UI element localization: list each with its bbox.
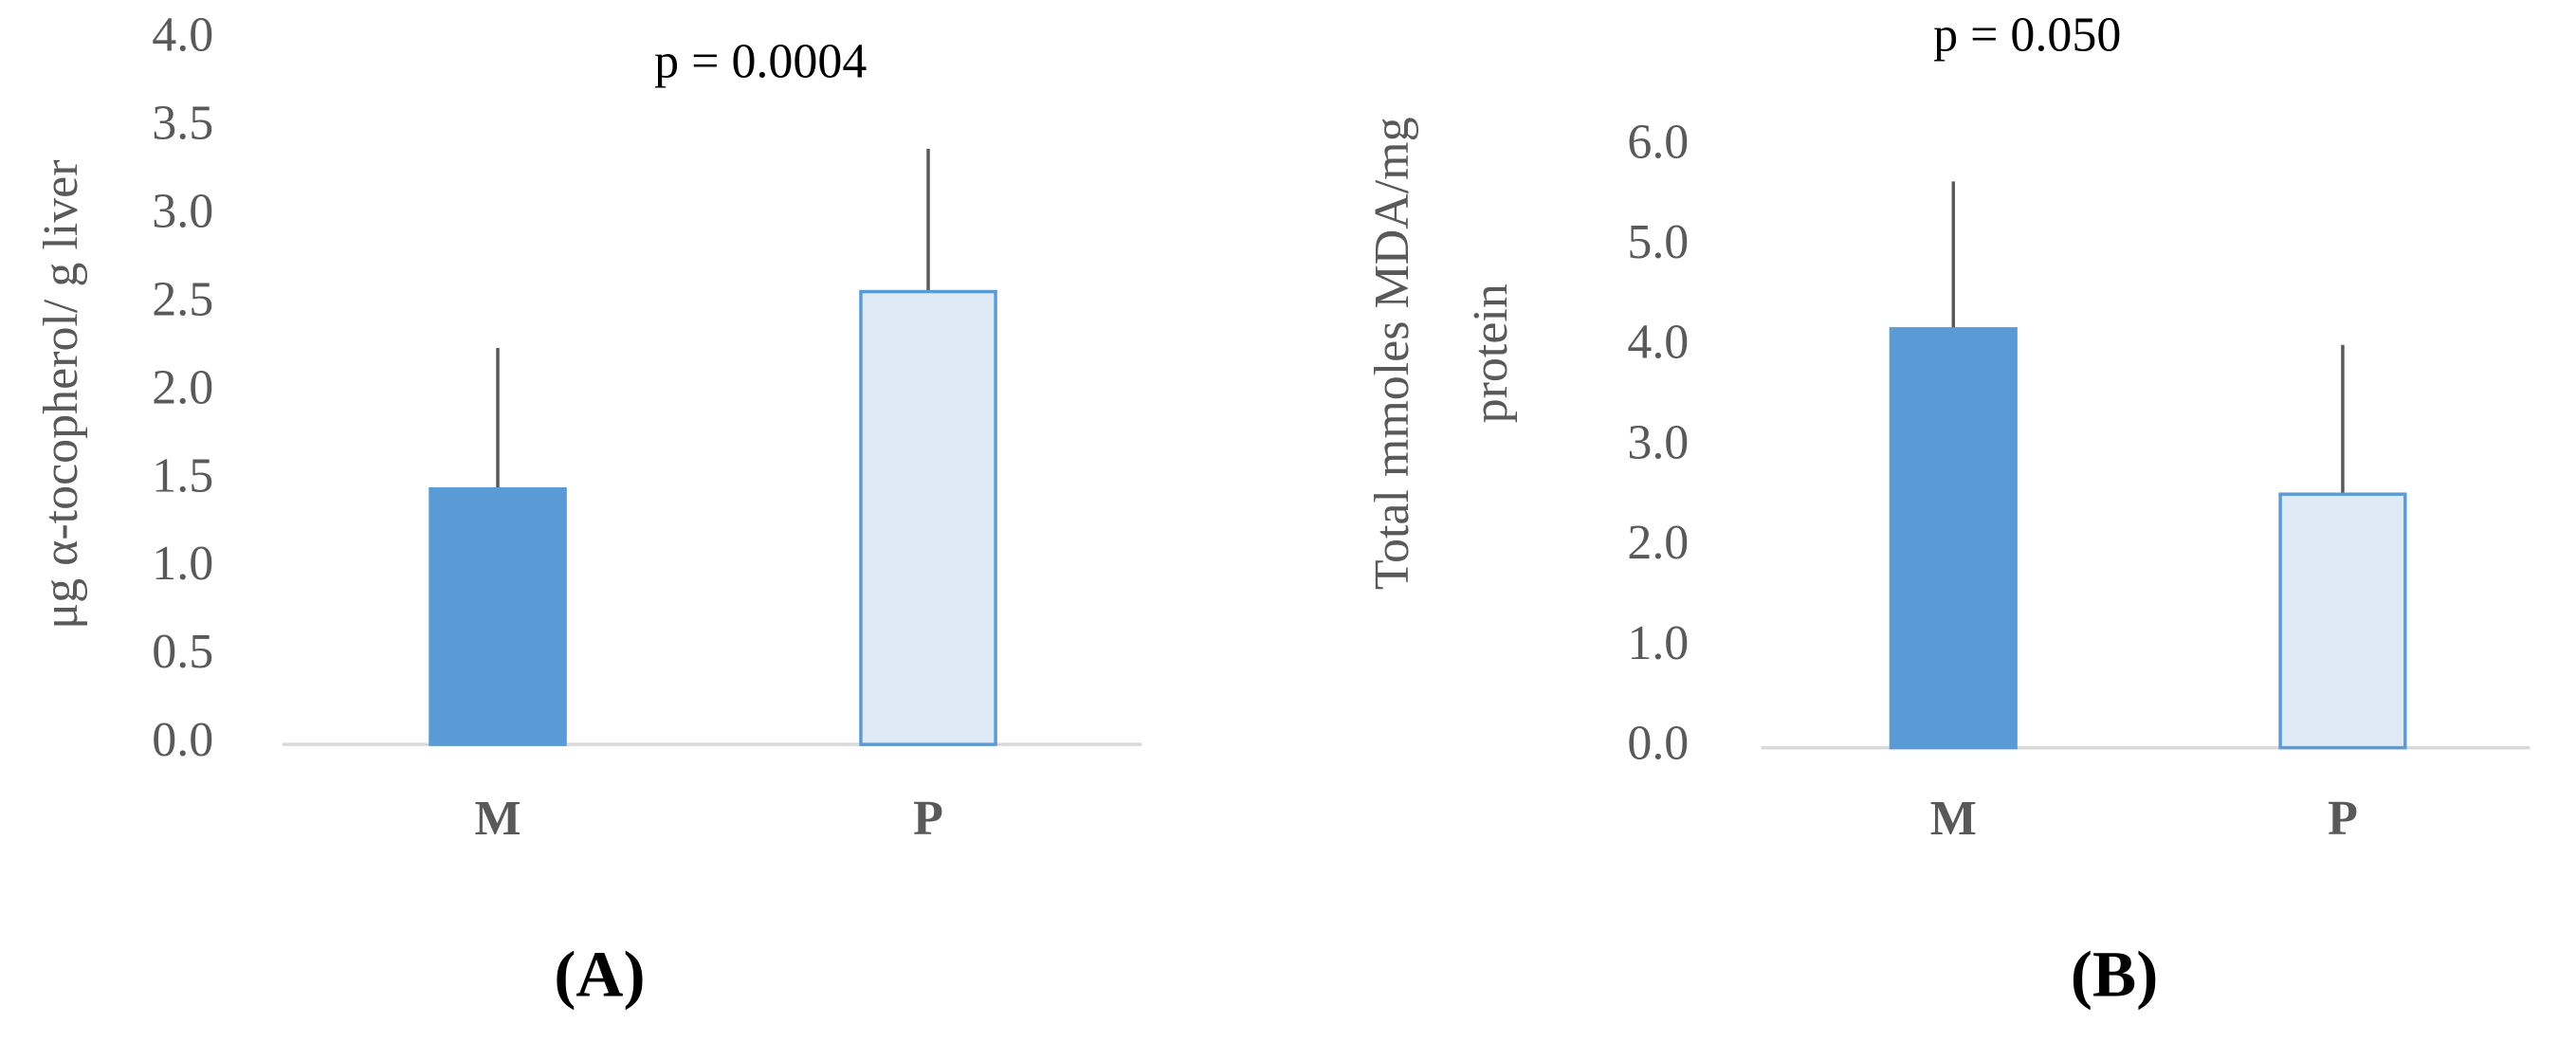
y-axis-label: Total mmoles MDA/mg <box>1365 117 1419 590</box>
x-tick-label: P <box>2328 792 2358 846</box>
chart-title: p = 0.050 <box>1933 9 2121 63</box>
y-axis-label: μg α-tocopherol/ g liver <box>34 159 88 629</box>
panel-label: (B) <box>2071 938 2158 1011</box>
y-tick-label: 5.0 <box>1627 215 1689 269</box>
y-tick-label: 3.0 <box>1627 415 1689 469</box>
y-tick-label: 0.0 <box>152 713 213 767</box>
bar <box>1889 327 2018 750</box>
y-tick-label: 4.0 <box>1627 316 1689 370</box>
x-tick-label: M <box>1930 792 1977 846</box>
x-tick-label: M <box>475 792 521 846</box>
y-axis-label: protein <box>1464 283 1518 423</box>
y-tick-label: 1.0 <box>1627 616 1689 670</box>
y-tick-label: 2.0 <box>152 360 213 414</box>
y-tick-label: 2.0 <box>1627 516 1689 570</box>
y-tick-label: 3.5 <box>152 97 213 151</box>
y-tick-label: 6.0 <box>1627 115 1689 169</box>
y-tick-label: 3.0 <box>152 185 213 239</box>
x-tick-label: P <box>913 792 943 846</box>
bar <box>2278 492 2407 750</box>
chart-title: p = 0.0004 <box>654 34 867 88</box>
y-tick-label: 1.0 <box>152 537 213 591</box>
y-tick-label: 1.5 <box>152 448 213 503</box>
y-tick-label: 2.5 <box>152 272 213 326</box>
y-tick-label: 0.5 <box>152 625 213 679</box>
y-tick-label: 4.0 <box>152 9 213 63</box>
y-tick-label: 0.0 <box>1627 717 1689 771</box>
panel-label: (A) <box>554 938 645 1011</box>
bar <box>859 289 997 746</box>
bar <box>429 486 567 746</box>
